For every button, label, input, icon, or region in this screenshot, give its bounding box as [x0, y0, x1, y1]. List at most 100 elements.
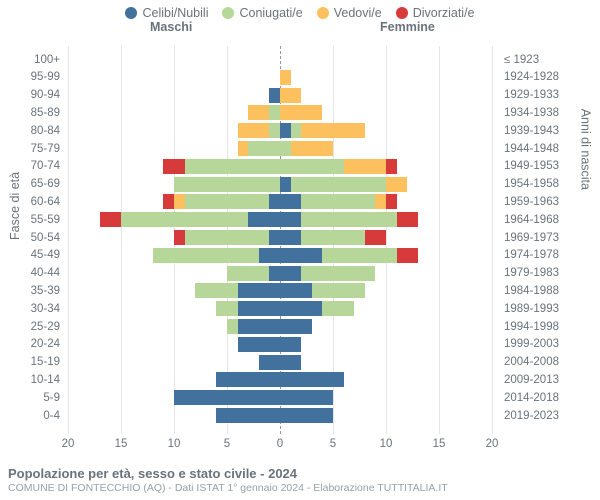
birth-year-label: 1964-1968 [500, 211, 600, 228]
bar-row [68, 355, 492, 370]
age-group-label: 25-29 [0, 318, 64, 335]
birth-year-label: 1924-1928 [500, 69, 600, 86]
bar-row [68, 105, 492, 120]
header-male: Maschi [150, 20, 192, 34]
age-group-label: 80-84 [0, 122, 64, 139]
bar-seg-male-celibi [248, 212, 280, 227]
bar-seg-male-vedovi [174, 194, 185, 209]
age-group-label: 5-9 [0, 389, 64, 406]
age-group-label: 100+ [0, 51, 64, 68]
birth-year-label: 1934-1938 [500, 104, 600, 121]
x-tick-label: 15 [115, 438, 128, 450]
bar-seg-male-divorziati [174, 230, 185, 245]
bar-row [68, 248, 492, 263]
x-tick-label: 0 [277, 438, 283, 450]
bar-seg-female-celibi [280, 408, 333, 423]
bar-seg-female-divorziati [386, 159, 397, 174]
plot: 201510505101520 [68, 46, 492, 434]
bar-seg-male-celibi [238, 319, 280, 334]
age-group-label: 90-94 [0, 87, 64, 104]
bar-seg-male-coniugati [185, 230, 270, 245]
column-headers: Maschi Femmine [0, 20, 600, 38]
bar-row [68, 390, 492, 405]
bar-seg-male-celibi [269, 88, 280, 103]
bar-seg-male-divorziati [163, 194, 174, 209]
x-tick-label: 20 [62, 438, 75, 450]
bar-seg-male-celibi [269, 266, 280, 281]
age-group-label: 40-44 [0, 265, 64, 282]
bar-seg-female-vedovi [280, 70, 291, 85]
bar-row [68, 70, 492, 85]
bar-seg-female-coniugati [312, 283, 365, 298]
bar-seg-male-vedovi [248, 105, 269, 120]
bar-seg-female-celibi [280, 266, 301, 281]
age-group-label: 15-19 [0, 354, 64, 371]
birth-year-label: 1949-1953 [500, 158, 600, 175]
plot-area: 201510505101520 [68, 46, 492, 434]
bar-seg-female-celibi [280, 194, 301, 209]
birth-year-label: 1999-2003 [500, 336, 600, 353]
bar-seg-male-coniugati [153, 248, 259, 263]
birth-year-label: 1939-1943 [500, 122, 600, 139]
bar-row [68, 123, 492, 138]
x-tick-label: 5 [330, 438, 336, 450]
bar-seg-female-coniugati [301, 266, 375, 281]
bar-row [68, 266, 492, 281]
bar-seg-female-celibi [280, 212, 301, 227]
bar-seg-male-coniugati [185, 159, 280, 174]
bar-seg-female-divorziati [397, 248, 418, 263]
age-group-label: 0-4 [0, 407, 64, 424]
bar-seg-female-celibi [280, 390, 333, 405]
swatch-divorziati [396, 7, 408, 19]
age-group-label: 95-99 [0, 69, 64, 86]
birth-year-label: 2019-2023 [500, 407, 600, 424]
bar-seg-male-coniugati [269, 105, 280, 120]
bar-seg-male-coniugati [227, 319, 238, 334]
bar-seg-male-celibi [259, 355, 280, 370]
bar-seg-female-coniugati [301, 230, 365, 245]
legend-item-vedovi: Vedovi/e [317, 6, 382, 20]
bar-seg-male-celibi [238, 283, 280, 298]
bar-seg-male-coniugati [174, 177, 280, 192]
bar-seg-male-celibi [216, 372, 280, 387]
chart-title: Popolazione per età, sesso e stato civil… [8, 466, 448, 481]
age-group-label: 20-24 [0, 336, 64, 353]
pyramid-container: Celibi/Nubili Coniugati/e Vedovi/e Divor… [0, 0, 600, 500]
bar-seg-female-divorziati [386, 194, 397, 209]
bar-seg-female-coniugati [291, 123, 302, 138]
age-group-label: 10-14 [0, 371, 64, 388]
birth-year-label: 2014-2018 [500, 389, 600, 406]
bar-seg-female-celibi [280, 301, 322, 316]
bar-seg-female-celibi [280, 248, 322, 263]
birth-year-label: 1994-1998 [500, 318, 600, 335]
birth-year-label: 1989-1993 [500, 300, 600, 317]
birth-year-label: ≤ 1923 [500, 51, 600, 68]
bar-seg-male-coniugati [269, 123, 280, 138]
bar-seg-male-divorziati [100, 212, 121, 227]
swatch-coniugati [222, 7, 234, 19]
bar-seg-male-vedovi [238, 141, 249, 156]
bar-seg-female-coniugati [280, 159, 344, 174]
bar-seg-female-coniugati [322, 301, 354, 316]
bar-seg-male-celibi [216, 408, 280, 423]
bar-row [68, 230, 492, 245]
x-tick-label: 20 [486, 438, 499, 450]
birth-year-label: 1954-1958 [500, 176, 600, 193]
age-group-label: 30-34 [0, 300, 64, 317]
bar-seg-female-celibi [280, 337, 301, 352]
legend-label: Divorziati/e [413, 6, 475, 20]
bar-seg-male-coniugati [227, 266, 269, 281]
age-group-label: 85-89 [0, 104, 64, 121]
age-group-label: 45-49 [0, 247, 64, 264]
age-group-label: 55-59 [0, 211, 64, 228]
birth-year-label: 2004-2008 [500, 354, 600, 371]
swatch-vedovi [317, 7, 329, 19]
birth-year-label: 1944-1948 [500, 140, 600, 157]
bar-seg-female-celibi [280, 372, 344, 387]
bar-seg-female-coniugati [301, 212, 396, 227]
bar-seg-female-coniugati [301, 194, 375, 209]
legend: Celibi/Nubili Coniugati/e Vedovi/e Divor… [0, 0, 600, 20]
x-tick-label: 10 [380, 438, 393, 450]
birth-year-label: 1969-1973 [500, 229, 600, 246]
bar-row [68, 372, 492, 387]
